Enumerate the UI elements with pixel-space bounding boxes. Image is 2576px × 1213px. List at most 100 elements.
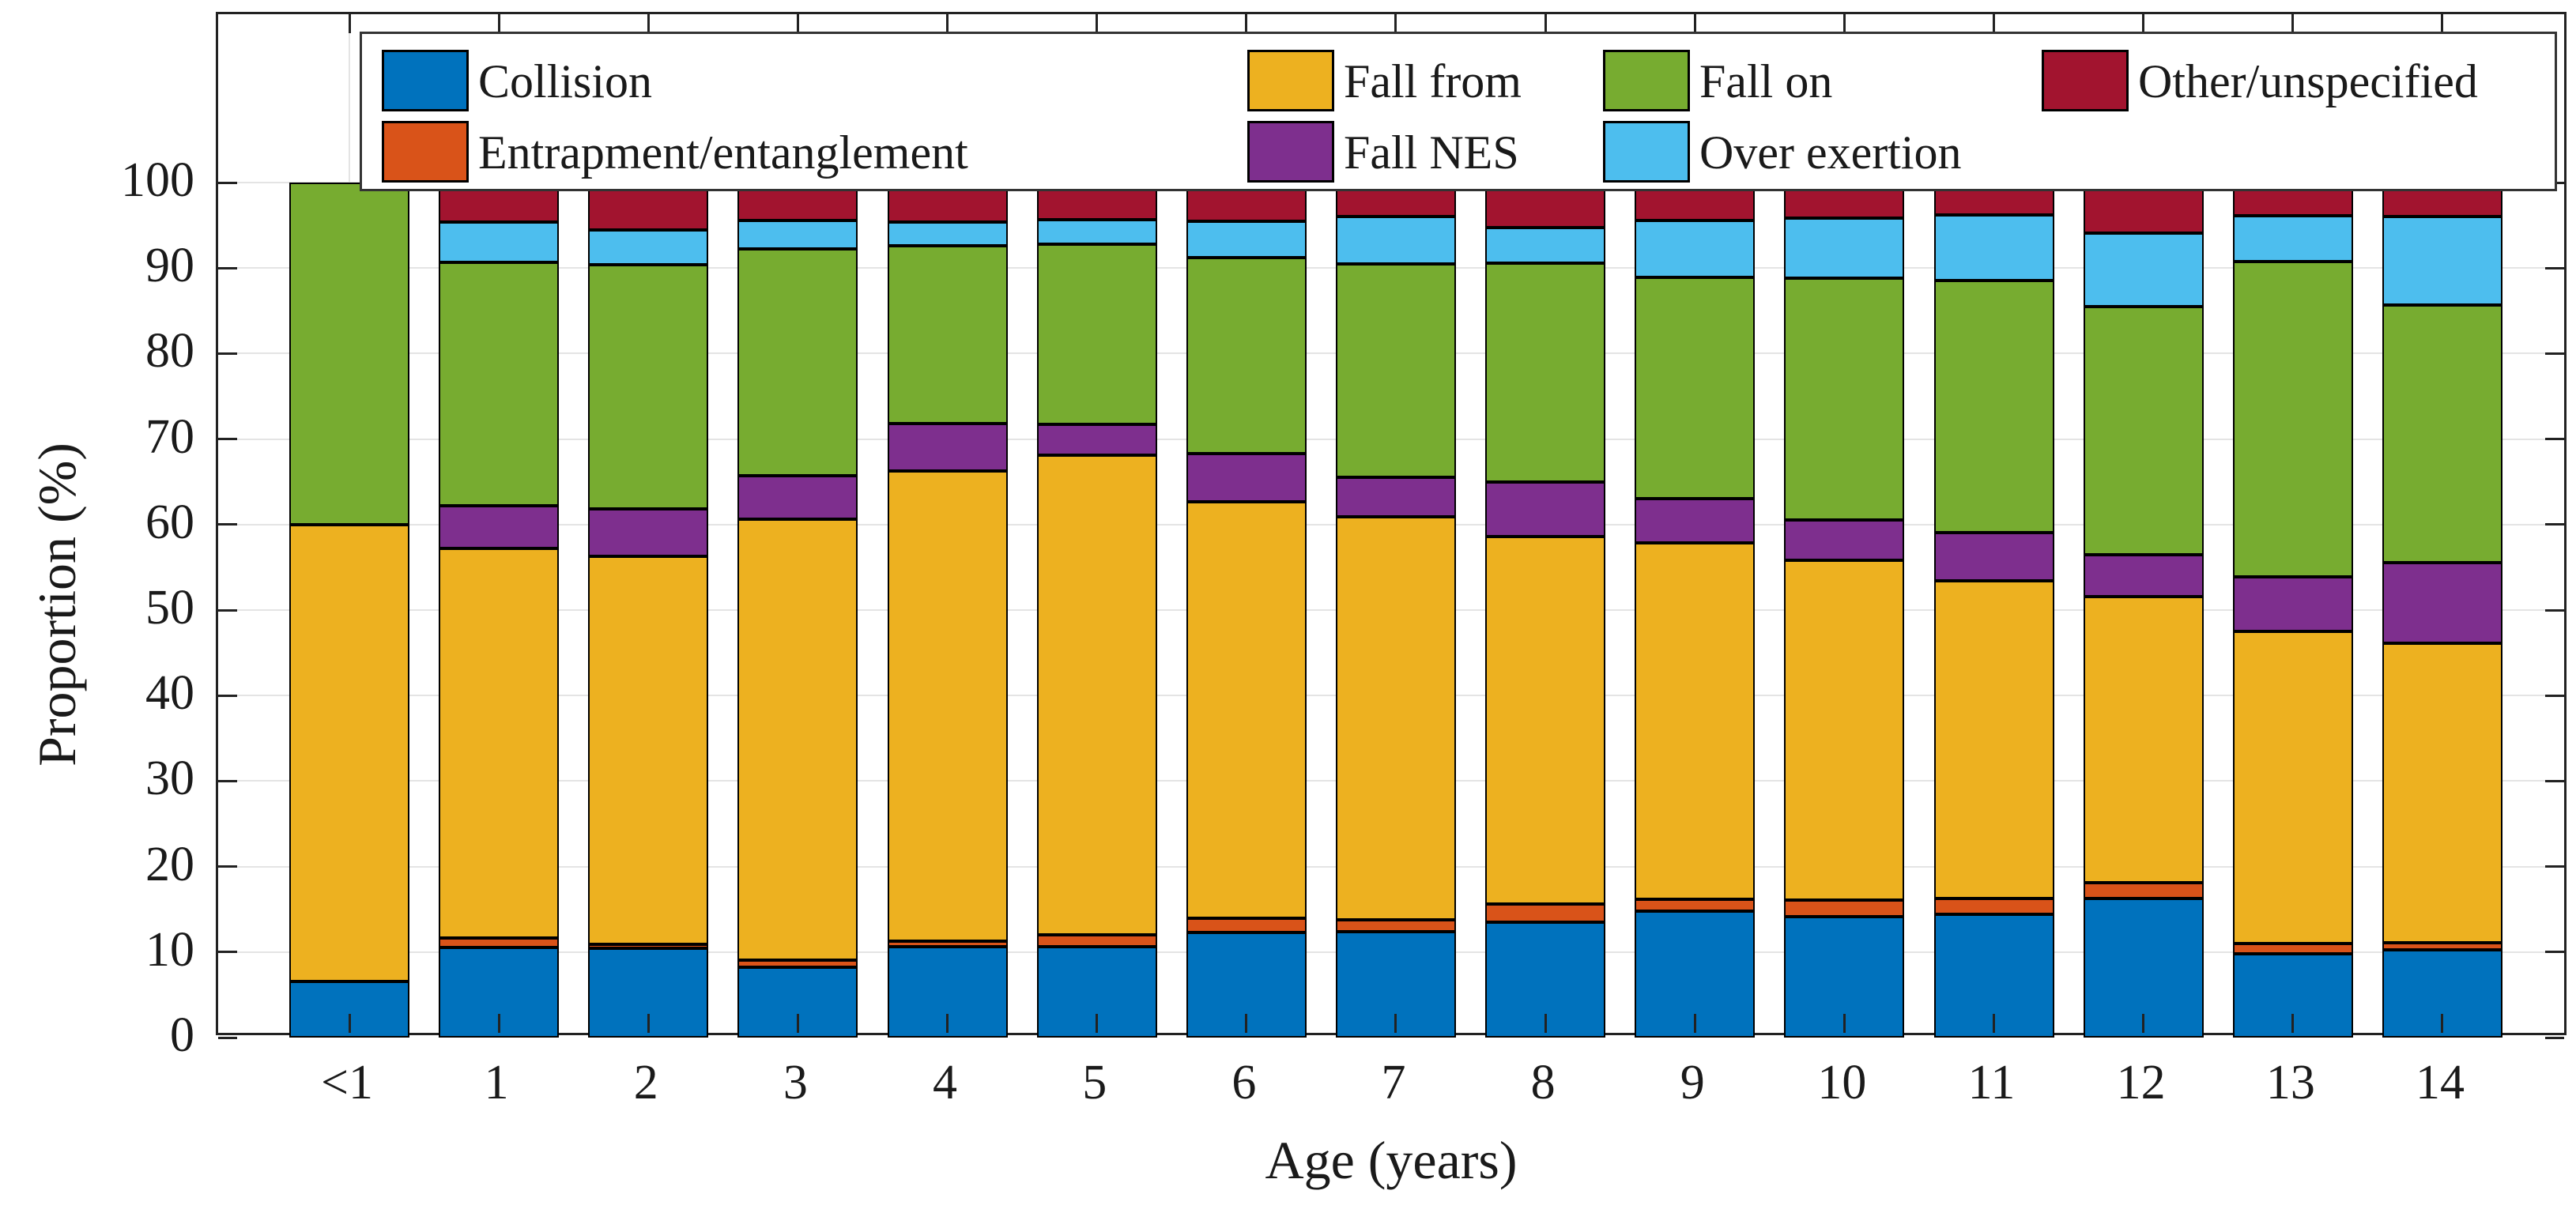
- x-axis-title: Age (years): [1265, 1130, 1518, 1190]
- x-tick-bottom-5: [1096, 1014, 1099, 1033]
- x-tick-bottom-2: [647, 1014, 650, 1033]
- x-tick-top-0: [348, 14, 351, 33]
- y-tick-label-90: 90: [145, 239, 194, 293]
- bar-13-segment-fall-nes: [2232, 576, 2353, 632]
- y-tick-label-70: 70: [145, 409, 194, 464]
- bar-11-segment-fall-on: [1933, 281, 2054, 533]
- bar-<1-segment-fall-from: [289, 524, 409, 981]
- legend-label-over-exertion: Over exertion: [1699, 126, 1962, 179]
- y-tick-right-80: [2545, 352, 2564, 355]
- y-tick-left-70: [218, 438, 237, 441]
- y-tick-label-20: 20: [145, 837, 194, 891]
- legend-label-fall-from: Fall from: [1344, 55, 1522, 107]
- bar-3-segment-entrapment-entanglement: [737, 959, 858, 968]
- bar-3-segment-fall-on: [737, 249, 858, 477]
- x-tick-bottom-11: [1993, 1014, 1996, 1033]
- bar-14-segment-over-exertion: [2382, 217, 2502, 305]
- bar-1-segment-fall-nes: [439, 505, 560, 549]
- y-tick-left-100: [218, 181, 237, 184]
- y-tick-label-60: 60: [145, 495, 194, 549]
- y-tick-left-20: [218, 865, 237, 868]
- x-tick-top-3: [796, 14, 799, 33]
- x-tick-top-6: [1245, 14, 1248, 33]
- x-tick-bottom-12: [2142, 1014, 2145, 1033]
- bar-12-segment-collision: [2083, 898, 2204, 1038]
- x-tick-top-14: [2441, 14, 2444, 33]
- bar-6-segment-over-exertion: [1186, 220, 1307, 258]
- x-tick-label-11: 11: [1967, 1056, 2016, 1109]
- x-tick-bottom-14: [2441, 1014, 2444, 1033]
- x-tick-top-9: [1693, 14, 1696, 33]
- y-tick-left-50: [218, 608, 237, 612]
- bar-4-segment-fall-nes: [887, 424, 1008, 471]
- x-tick-top-8: [1544, 14, 1547, 33]
- bar-7-segment-over-exertion: [1335, 217, 1456, 264]
- x-tick-bottom-6: [1245, 1014, 1248, 1033]
- bar-8-segment-fall-on: [1485, 262, 1606, 482]
- x-tick-bottom-4: [946, 1014, 949, 1033]
- y-tick-right-0: [2545, 1036, 2564, 1039]
- x-tick-label-12: 12: [2116, 1056, 2166, 1109]
- bar-8-segment-fall-from: [1485, 536, 1606, 905]
- x-tick-bottom-13: [2291, 1014, 2295, 1033]
- x-tick-top-4: [946, 14, 949, 33]
- bar-1-segment-entrapment-entanglement: [439, 938, 560, 948]
- y-tick-right-20: [2545, 865, 2564, 868]
- y-tick-label-100: 100: [121, 153, 194, 207]
- bar-1-segment-fall-on: [439, 262, 560, 506]
- x-tick-label-13: 13: [2265, 1056, 2315, 1109]
- x-tick-top-2: [647, 14, 650, 33]
- bar-1-segment-over-exertion: [439, 221, 560, 262]
- bar-5-segment-fall-nes: [1036, 424, 1157, 456]
- bar-9-segment-fall-on: [1635, 277, 1756, 499]
- y-tick-label-0: 0: [170, 1008, 194, 1062]
- y-tick-left-80: [218, 352, 237, 355]
- bar-11-segment-over-exertion: [1933, 215, 2054, 281]
- bar-4-segment-fall-on: [887, 246, 1008, 424]
- bar-6-segment-fall-on: [1186, 258, 1307, 454]
- x-tick-label-7: 7: [1381, 1056, 1406, 1109]
- x-tick-label-1: 1: [484, 1056, 509, 1109]
- bar-9-segment-fall-nes: [1635, 499, 1756, 543]
- y-tick-right-70: [2545, 438, 2564, 441]
- legend-label-fall-nes: Fall NES: [1344, 126, 1519, 179]
- x-tick-label-4: 4: [933, 1056, 958, 1109]
- x-tick-label-9: 9: [1680, 1056, 1705, 1109]
- bar-2-segment-fall-on: [588, 264, 709, 510]
- legend-swatch-collision: [382, 50, 469, 111]
- x-tick-label-<1: <1: [321, 1056, 373, 1109]
- y-tick-right-10: [2545, 951, 2564, 954]
- x-tick-bottom-8: [1544, 1014, 1547, 1033]
- x-tick-bottom-3: [796, 1014, 799, 1033]
- x-tick-bottom-1: [497, 1014, 500, 1033]
- x-tick-top-7: [1394, 14, 1397, 33]
- bar-14-segment-fall-nes: [2382, 563, 2502, 644]
- bar-8-segment-over-exertion: [1485, 228, 1606, 263]
- bar-12-segment-fall-on: [2083, 306, 2204, 555]
- bar-8-segment-fall-nes: [1485, 481, 1606, 537]
- bar-10-segment-fall-from: [1784, 560, 1905, 900]
- bar-12-segment-over-exertion: [2083, 232, 2204, 307]
- y-tick-label-10: 10: [145, 922, 194, 977]
- legend-swatch-over-exertion: [1603, 121, 1690, 183]
- bar-11-segment-fall-nes: [1933, 532, 2054, 582]
- bar-5-segment-fall-from: [1036, 455, 1157, 936]
- x-tick-top-5: [1096, 14, 1099, 33]
- legend: Collision Fall from Fall on Other/unspecifi…: [360, 32, 2557, 191]
- legend-label-fall-on: Fall on: [1699, 55, 1833, 107]
- x-tick-label-2: 2: [633, 1056, 658, 1109]
- y-tick-label-80: 80: [145, 324, 194, 379]
- bar-2-segment-over-exertion: [588, 229, 709, 265]
- bar-6-segment-entrapment-entanglement: [1186, 917, 1307, 932]
- x-tick-bottom-0: [348, 1014, 351, 1033]
- x-tick-bottom-7: [1394, 1014, 1397, 1033]
- bar-8-segment-entrapment-entanglement: [1485, 904, 1606, 922]
- bar-4-segment-over-exertion: [887, 221, 1008, 247]
- legend-swatch-fall-nes: [1247, 121, 1334, 183]
- legend-label-other-unspecified: Other/unspecified: [2138, 55, 2478, 107]
- bar-6-segment-fall-from: [1186, 501, 1307, 918]
- y-tick-label-50: 50: [145, 581, 194, 635]
- x-tick-top-13: [2291, 14, 2295, 33]
- bar-2-segment-collision: [588, 948, 709, 1038]
- y-tick-left-30: [218, 779, 237, 782]
